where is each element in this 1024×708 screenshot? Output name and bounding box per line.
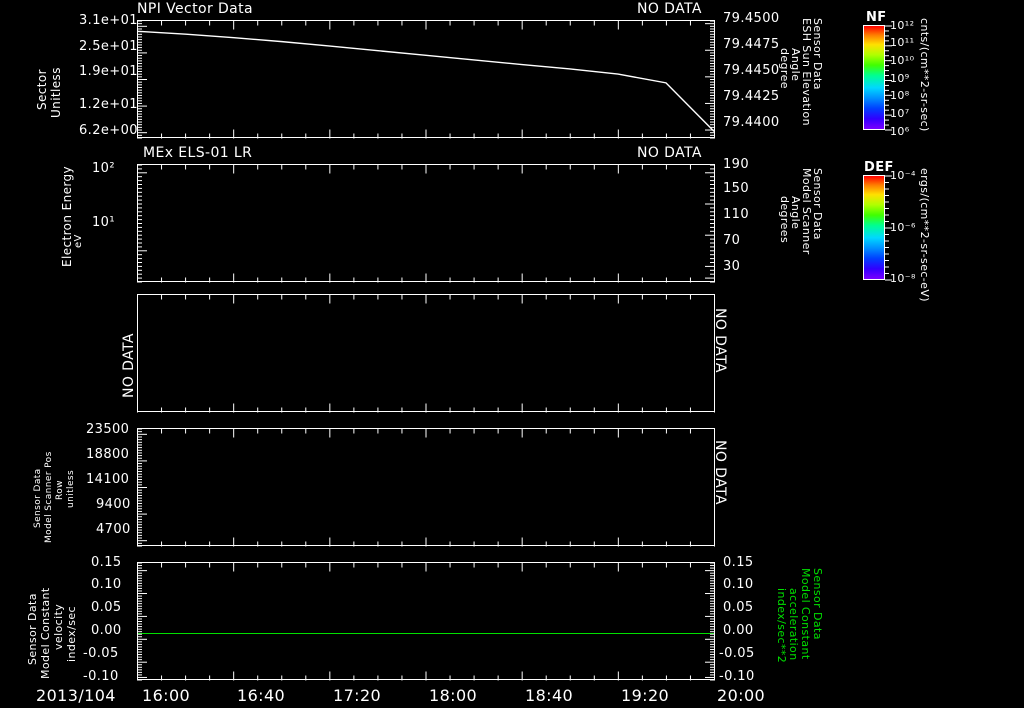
colorbar-nf-tick-5: 10⁷ xyxy=(890,107,910,120)
panel-5-plot-frame xyxy=(137,562,715,680)
panel-2-left-axis-label-line-0: Electron Energy xyxy=(60,165,74,267)
panel-5-right-ytick-1: 0.10 xyxy=(723,577,754,592)
panel-1-title-right: NO DATA xyxy=(637,1,702,17)
time-axis-tick-2: 17:20 xyxy=(333,686,382,705)
panel-5-left-axis-label-line-2: velocity xyxy=(52,603,65,650)
panel-5-right-axis-label-line-3: index/sec**2 xyxy=(775,588,788,664)
panel-4-ytick-4: 4700 xyxy=(96,522,131,537)
panel-3-right-no-data-label: NO DATA xyxy=(712,308,728,373)
panel-4-left-axis-label-line-0: Sensor Data xyxy=(33,468,43,528)
panel-1-right-axis-label-line-3: degree xyxy=(778,48,791,89)
panel-5-ytick-4: -0.05 xyxy=(83,646,119,661)
panel-5-left-axis-label-line-0: Sensor Data xyxy=(26,593,39,665)
panel-2-right-ytick-2: 110 xyxy=(723,207,750,222)
colorbar-nf-title: NF xyxy=(866,10,887,25)
time-axis-tick-3: 18:00 xyxy=(429,686,478,705)
panel-1-right-ytick-3: 79.4425 xyxy=(723,89,780,104)
panel-5-right-ytick-4: -0.05 xyxy=(719,646,755,661)
colorbar-nf-tick-6: 10⁶ xyxy=(890,125,910,138)
panel-4-left-axis-label-line-2: Row xyxy=(55,480,65,500)
panel-5-ytick-0: 0.15 xyxy=(91,555,122,570)
colorbar-nf-tick-0: 10¹² xyxy=(890,19,915,32)
panel-1-right-axis-label-line-0: Sensor Data xyxy=(811,18,824,90)
panel-4-left-axis-label-line-1: Model Scanner Pos xyxy=(44,451,54,543)
time-axis-tick-6: 20:00 xyxy=(717,686,766,705)
panel-5-right-ytick-0: 0.15 xyxy=(723,555,754,570)
panel-2-right-axis-label-line-3: degrees xyxy=(778,196,791,244)
panel-1-ytick-3: 1.2e+01 xyxy=(79,97,138,112)
panel-3-left-no-data-label: NO DATA xyxy=(121,333,137,398)
panel-2-right-ytick-1: 150 xyxy=(723,181,750,196)
panel-5-right-ytick-2: 0.05 xyxy=(723,600,754,615)
panel-4-ytick-3: 9400 xyxy=(96,497,131,512)
panel-4-ytick-2: 14100 xyxy=(86,472,130,487)
colorbar-nf-unit-label: cnts/(cm**2-sr-sec) xyxy=(918,18,931,132)
panel-1-ytick-1: 2.5e+01 xyxy=(79,39,138,54)
panel-5-ytick-2: 0.05 xyxy=(91,600,122,615)
panel-1-ytick-2: 1.9e+01 xyxy=(79,64,138,79)
panel-4-ytick-1: 18800 xyxy=(86,447,130,462)
panel-2-right-axis-label-line-2: Angle xyxy=(789,196,802,230)
panel-5-ytick-1: 0.10 xyxy=(91,577,122,592)
colorbar-def-tick-1: 10⁻⁶ xyxy=(890,221,916,234)
panel-3-plot-frame xyxy=(137,294,715,412)
time-axis-tick-1: 16:40 xyxy=(237,686,286,705)
panel-5-right-axis-label-line-2: acceleration xyxy=(787,588,800,661)
panel-5-right-ytick-3: 0.00 xyxy=(723,623,754,638)
panel-2-title-right: NO DATA xyxy=(637,145,702,161)
panel-2-ytick-1: 10¹ xyxy=(92,215,115,230)
colorbar-nf-tick-1: 10¹¹ xyxy=(890,36,915,49)
panel-1-ytick-4: 6.2e+00 xyxy=(79,123,138,138)
panel-1-right-ytick-4: 79.4400 xyxy=(723,115,780,130)
panel-5-right-axis-label-line-0: Sensor Data xyxy=(811,568,824,640)
panel-5-ytick-5: -0.10 xyxy=(83,669,119,684)
panel-4-left-axis-label-line-3: unitless xyxy=(66,469,76,508)
panel-1-right-ytick-1: 79.4475 xyxy=(723,37,780,52)
panel-1-left-axis-label-line-1: Unitless xyxy=(49,67,63,118)
panel-5-right-axis-label-line-1: Model Constant xyxy=(799,568,812,660)
panel-4-plot-frame xyxy=(137,428,715,546)
panel-1-title-left: NPI Vector Data xyxy=(137,1,253,17)
time-axis-date-label: 2013/104 xyxy=(36,686,116,705)
panel-1-right-axis-label-line-2: Angle xyxy=(789,48,802,82)
panel-1-ytick-0: 3.1e+01 xyxy=(79,13,138,28)
time-axis-tick-4: 18:40 xyxy=(525,686,574,705)
colorbar-nf-gradient xyxy=(863,25,885,130)
panel-2-right-axis-label-line-0: Sensor Data xyxy=(811,168,824,240)
colorbar-def-gradient xyxy=(863,175,885,280)
panel-2-title-left: MEx ELS-01 LR xyxy=(143,145,253,161)
panel-2-left-axis-label-line-1: eV xyxy=(73,234,84,248)
panel-5-ytick-3: 0.00 xyxy=(91,623,122,638)
panel-1-right-ytick-2: 79.4450 xyxy=(723,63,780,78)
panel-5-right-ytick-5: -0.10 xyxy=(719,669,755,684)
time-axis-tick-5: 19:20 xyxy=(621,686,670,705)
panel-4-ytick-0: 23500 xyxy=(86,422,130,437)
colorbar-nf-tick-3: 10⁹ xyxy=(890,72,910,85)
panel-2-plot-frame xyxy=(137,164,715,282)
panel-1-right-axis-label-line-1: ESH Sun Elevation xyxy=(800,18,813,127)
colorbar-def-title: DEF xyxy=(864,160,894,175)
panel-2-ytick-0: 10² xyxy=(92,161,115,176)
colorbar-nf-tick-4: 10⁸ xyxy=(890,89,910,102)
panel-1-right-ytick-0: 79.4500 xyxy=(723,11,780,26)
colorbar-def-tick-2: 10⁻⁸ xyxy=(890,272,916,285)
panel-1-left-axis-label-line-0: Sector xyxy=(35,69,49,110)
panel-2-right-ytick-4: 30 xyxy=(723,259,741,274)
colorbar-def-unit-label: ergs/(cm**2-sr-sec-eV) xyxy=(918,168,931,302)
panel-5-left-axis-label-line-3: index/sec xyxy=(65,606,78,662)
panel-5-left-axis-label-line-1: Model Constant xyxy=(39,587,52,679)
colorbar-nf-tick-2: 10¹⁰ xyxy=(890,54,915,67)
colorbar-def-tick-0: 10⁻⁴ xyxy=(890,169,916,182)
panel-4-right-no-data-label: NO DATA xyxy=(712,440,728,505)
panel-2-right-ytick-0: 190 xyxy=(723,157,750,172)
time-axis-tick-0: 16:00 xyxy=(142,686,191,705)
panel-2-right-axis-label-line-1: Model Scanner xyxy=(800,168,813,255)
panel-1-plot-frame xyxy=(137,20,715,138)
panel-2-right-ytick-3: 70 xyxy=(723,233,741,248)
panel-5-constant-velocity-line xyxy=(138,632,714,635)
panel-1-data-curve xyxy=(137,30,715,132)
